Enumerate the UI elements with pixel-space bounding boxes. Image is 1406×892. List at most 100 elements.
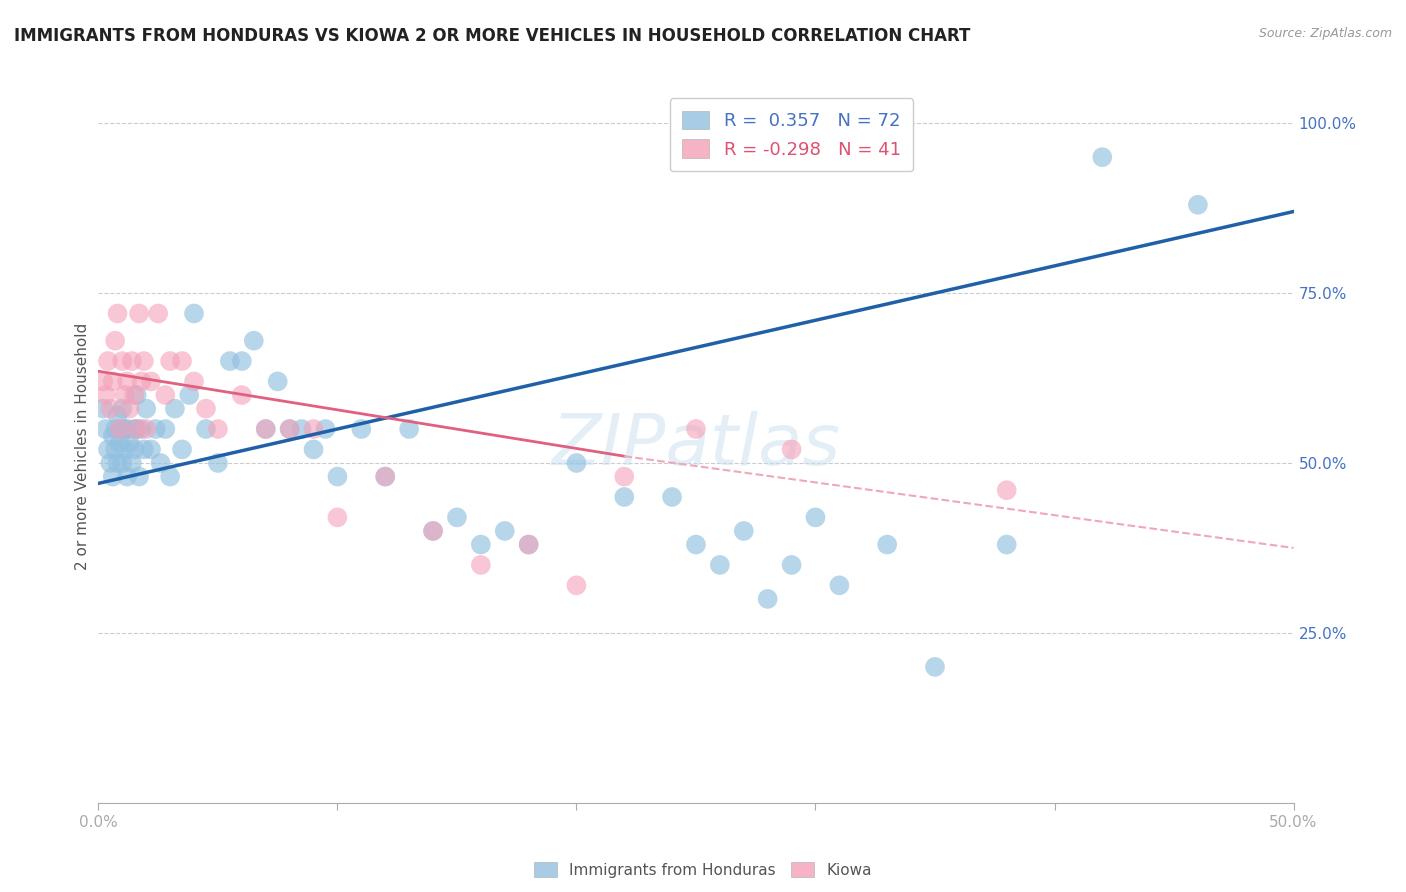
Point [422,524,444,538]
Point [163,401,186,416]
Point [398,422,420,436]
Point [494,524,516,538]
Point [98,456,122,470]
Point [804,510,827,524]
Point [446,510,468,524]
Point [924,660,946,674]
Point [685,537,707,551]
Point [107,409,129,423]
Point [114,422,136,436]
Point [565,578,588,592]
Point [128,469,150,483]
Point [131,375,153,389]
Y-axis label: 2 or more Vehicles in Household: 2 or more Vehicles in Household [75,322,90,570]
Point [780,442,803,457]
Point [115,375,138,389]
Point [207,456,229,470]
Point [207,422,229,436]
Point [125,422,148,436]
Point [121,354,143,368]
Point [172,354,194,368]
Point [155,422,177,436]
Point [1091,150,1114,164]
Point [139,375,162,389]
Point [125,388,148,402]
Point [132,354,155,368]
Point [302,442,325,457]
Point [115,469,138,483]
Point [422,524,444,538]
Point [107,306,129,320]
Point [139,442,162,457]
Point [107,456,129,470]
Point [108,422,131,436]
Point [254,422,277,436]
Point [254,422,277,436]
Point [97,354,120,368]
Point [326,510,349,524]
Point [183,306,205,320]
Point [613,469,636,483]
Point [231,388,253,402]
Point [111,354,134,368]
Point [108,435,131,450]
Point [219,354,242,368]
Point [350,422,373,436]
Point [195,422,218,436]
Point [613,490,636,504]
Point [685,422,707,436]
Point [709,558,731,572]
Point [267,375,290,389]
Point [995,483,1018,498]
Point [565,456,588,470]
Point [243,334,266,348]
Point [231,354,253,368]
Point [172,442,194,457]
Legend: R =  0.357   N = 72, R = -0.298   N = 41: R = 0.357 N = 72, R = -0.298 N = 41 [669,98,914,171]
Point [132,442,155,457]
Point [195,401,218,416]
Point [111,401,134,416]
Point [326,469,349,483]
Point [374,469,396,483]
Point [108,422,131,436]
Point [780,558,803,572]
Text: ZIPatlas: ZIPatlas [551,411,841,481]
Point [148,306,170,320]
Point [145,422,167,436]
Point [995,537,1018,551]
Point [125,422,148,436]
Point [104,334,127,348]
Point [118,435,141,450]
Point [470,537,492,551]
Point [733,524,755,538]
Point [159,469,181,483]
Point [94,422,117,436]
Point [98,401,122,416]
Point [114,388,136,402]
Point [828,578,851,592]
Point [128,306,150,320]
Point [278,422,301,436]
Point [121,456,143,470]
Point [104,422,127,436]
Point [661,490,683,504]
Point [115,422,138,436]
Point [101,429,124,443]
Point [155,388,177,402]
Point [1187,198,1209,212]
Point [124,442,146,457]
Point [97,442,120,457]
Legend: Immigrants from Honduras, Kiowa: Immigrants from Honduras, Kiowa [529,855,877,884]
Point [179,388,201,402]
Point [517,537,540,551]
Point [91,401,114,416]
Point [101,375,124,389]
Point [111,456,134,470]
Text: IMMIGRANTS FROM HONDURAS VS KIOWA 2 OR MORE VEHICLES IN HOUSEHOLD CORRELATION CH: IMMIGRANTS FROM HONDURAS VS KIOWA 2 OR M… [14,27,970,45]
Point [91,375,114,389]
Text: Source: ZipAtlas.com: Source: ZipAtlas.com [1258,27,1392,40]
Point [131,422,153,436]
Point [517,537,540,551]
Point [374,469,396,483]
